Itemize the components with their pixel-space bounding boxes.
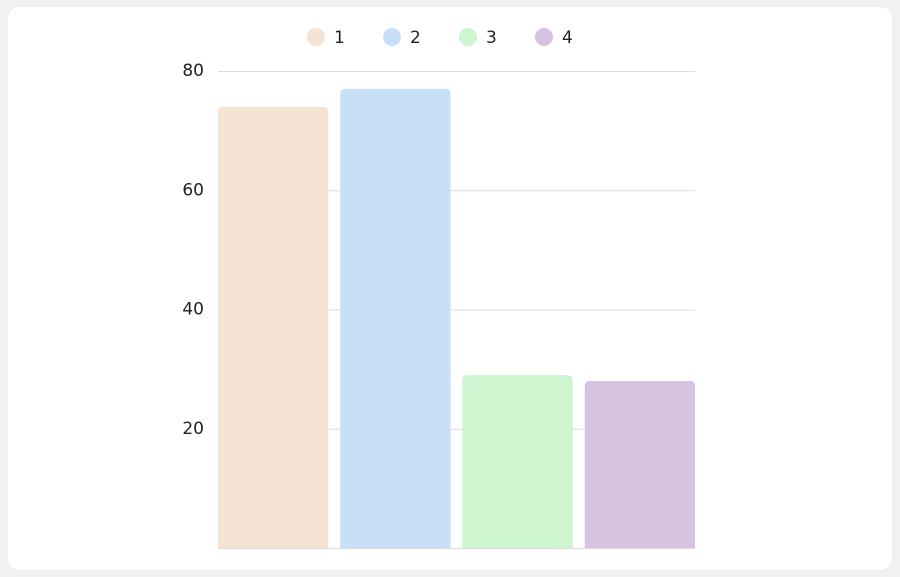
legend-marker xyxy=(383,28,401,46)
y-tick-label: 60 xyxy=(182,180,204,200)
legend-label: 1 xyxy=(334,28,345,48)
legend-label: 3 xyxy=(486,28,497,48)
y-tick-label: 40 xyxy=(182,300,204,320)
legend-label: 4 xyxy=(562,28,573,48)
bar xyxy=(584,381,695,548)
y-tick-label: 20 xyxy=(182,419,204,439)
legend-marker xyxy=(535,28,553,46)
bar xyxy=(462,375,573,548)
legend-marker xyxy=(307,28,325,46)
legend-marker xyxy=(459,28,477,46)
bar xyxy=(340,88,451,548)
y-tick-label: 80 xyxy=(182,61,204,81)
bar xyxy=(218,106,329,549)
legend-label: 2 xyxy=(410,28,421,48)
